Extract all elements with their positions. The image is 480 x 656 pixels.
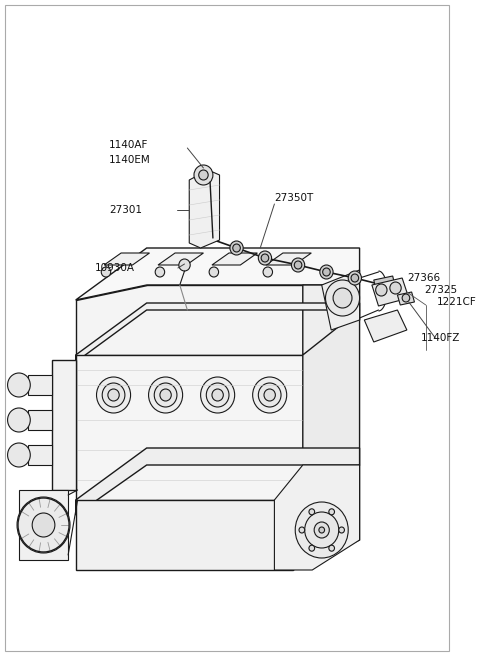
Circle shape xyxy=(8,373,30,397)
Circle shape xyxy=(154,383,177,407)
Circle shape xyxy=(179,259,190,271)
Polygon shape xyxy=(303,310,360,500)
Polygon shape xyxy=(364,310,407,342)
Circle shape xyxy=(305,512,339,548)
Polygon shape xyxy=(28,410,52,430)
Circle shape xyxy=(209,267,218,277)
Circle shape xyxy=(264,389,276,401)
Circle shape xyxy=(351,274,359,282)
Polygon shape xyxy=(28,375,52,395)
Polygon shape xyxy=(76,448,360,515)
Circle shape xyxy=(206,383,229,407)
Polygon shape xyxy=(374,276,396,292)
Text: 27366: 27366 xyxy=(407,273,440,283)
Polygon shape xyxy=(212,253,257,265)
Circle shape xyxy=(201,377,235,413)
Text: 27350T: 27350T xyxy=(275,193,313,203)
Polygon shape xyxy=(76,285,303,355)
Circle shape xyxy=(329,509,335,515)
Circle shape xyxy=(325,280,360,316)
Circle shape xyxy=(309,545,314,551)
Circle shape xyxy=(8,443,30,467)
Polygon shape xyxy=(322,270,360,330)
Polygon shape xyxy=(266,253,312,265)
Circle shape xyxy=(299,527,305,533)
Circle shape xyxy=(348,271,361,285)
Polygon shape xyxy=(372,278,409,306)
Text: 1140AF: 1140AF xyxy=(109,140,148,150)
Circle shape xyxy=(101,267,111,277)
Circle shape xyxy=(230,241,243,255)
Circle shape xyxy=(108,389,119,401)
Circle shape xyxy=(295,502,348,558)
Circle shape xyxy=(339,527,345,533)
Polygon shape xyxy=(76,355,303,500)
Circle shape xyxy=(233,244,240,252)
Polygon shape xyxy=(189,170,219,248)
Circle shape xyxy=(314,522,329,538)
Circle shape xyxy=(258,383,281,407)
Polygon shape xyxy=(76,303,360,362)
Polygon shape xyxy=(52,360,76,490)
Circle shape xyxy=(252,377,287,413)
Circle shape xyxy=(17,497,70,553)
Circle shape xyxy=(329,545,335,551)
Circle shape xyxy=(32,513,55,537)
Circle shape xyxy=(160,389,171,401)
Circle shape xyxy=(323,268,330,276)
Polygon shape xyxy=(275,465,360,570)
Circle shape xyxy=(309,509,314,515)
Polygon shape xyxy=(76,248,360,300)
Circle shape xyxy=(102,383,125,407)
Circle shape xyxy=(291,258,305,272)
Polygon shape xyxy=(397,292,414,305)
Circle shape xyxy=(376,284,387,296)
Circle shape xyxy=(212,389,223,401)
Text: 27301: 27301 xyxy=(109,205,142,215)
Circle shape xyxy=(96,377,131,413)
Circle shape xyxy=(320,265,333,279)
Polygon shape xyxy=(158,253,204,265)
Circle shape xyxy=(319,527,324,533)
Text: 27325: 27325 xyxy=(424,285,457,295)
Polygon shape xyxy=(76,500,293,570)
Polygon shape xyxy=(104,253,149,265)
Polygon shape xyxy=(28,445,52,465)
Circle shape xyxy=(8,408,30,432)
Polygon shape xyxy=(19,490,68,560)
Text: 1140EM: 1140EM xyxy=(109,155,151,165)
Circle shape xyxy=(155,267,165,277)
Circle shape xyxy=(333,288,352,308)
Text: 1221CF: 1221CF xyxy=(437,297,477,307)
Circle shape xyxy=(294,261,302,269)
Circle shape xyxy=(402,294,410,302)
Text: 1140FZ: 1140FZ xyxy=(421,333,460,343)
Polygon shape xyxy=(293,465,360,570)
Circle shape xyxy=(263,267,273,277)
Circle shape xyxy=(390,282,401,294)
Polygon shape xyxy=(303,285,360,355)
Circle shape xyxy=(194,165,213,185)
Circle shape xyxy=(261,254,269,262)
Circle shape xyxy=(199,170,208,180)
Text: 10930A: 10930A xyxy=(95,263,134,273)
Circle shape xyxy=(149,377,182,413)
Circle shape xyxy=(258,251,272,265)
